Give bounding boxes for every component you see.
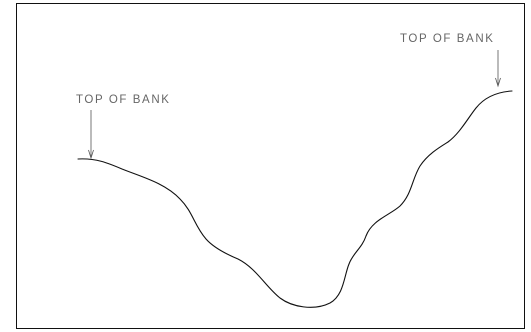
left-top-of-bank-callout: TOP OF BANK	[76, 94, 171, 160]
right-top-of-bank-label: TOP OF BANK	[400, 33, 495, 45]
right-top-of-bank-callout: TOP OF BANK	[400, 33, 501, 88]
left-top-of-bank-label: TOP OF BANK	[76, 94, 171, 106]
left-arrowhead-icon	[88, 149, 94, 160]
right-arrowhead-icon	[495, 77, 501, 88]
diagram-frame	[16, 3, 525, 329]
channel-bank-profile-line	[77, 90, 513, 308]
